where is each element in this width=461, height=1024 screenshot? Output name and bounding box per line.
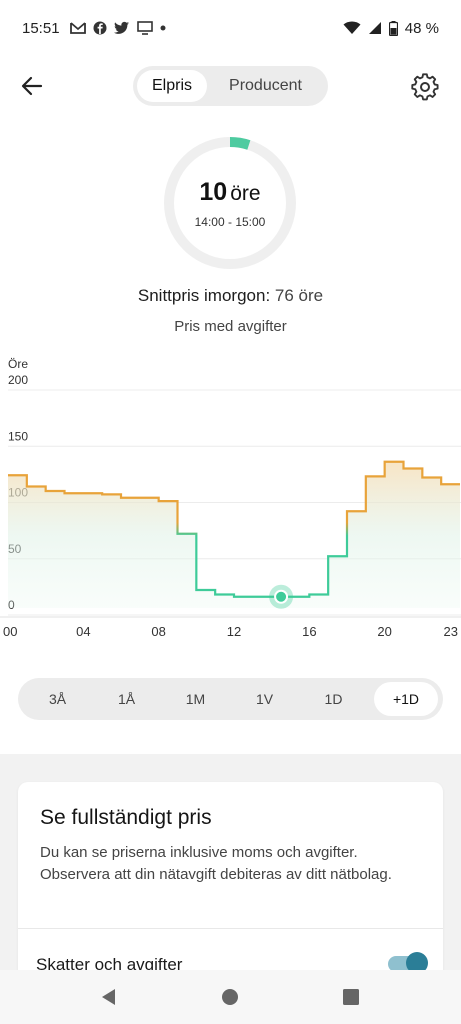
range-tab-4[interactable]: 1D	[324, 691, 343, 707]
battery-percent: 48 %	[404, 19, 439, 37]
square-recents-icon	[343, 989, 359, 1005]
header: Elpris Producent	[0, 62, 461, 110]
status-time: 15:51	[22, 19, 60, 37]
price-with-fees-label: Pris med avgifter	[174, 318, 287, 335]
x-tick-label: 04	[76, 624, 90, 639]
y-axis-unit: Öre	[8, 357, 28, 371]
chart-marker-layer	[269, 584, 294, 609]
range-tab-5[interactable]: +1D	[374, 682, 438, 716]
nav-recents-button[interactable]	[340, 986, 362, 1008]
wifi-icon	[343, 21, 361, 34]
taxes-toggle-label: Skatter och avgifter	[36, 955, 183, 974]
current-hour-marker[interactable]	[274, 589, 289, 604]
triangle-back-icon	[102, 989, 115, 1005]
toggle-knob	[406, 952, 428, 974]
arrow-left-icon	[21, 76, 43, 96]
twitter-icon	[113, 21, 129, 34]
notification-icons	[69, 21, 166, 35]
cast-screen-icon	[136, 21, 153, 35]
y-tick-label: 200	[8, 373, 28, 387]
gauge-time-range: 14:00 - 15:00	[194, 214, 266, 229]
status-left: 15:51	[22, 20, 166, 37]
range-selector: 3Å 1Å 1M 1V 1D +1D	[18, 678, 443, 720]
x-tick-label: 20	[377, 624, 391, 639]
facebook-icon	[93, 21, 107, 35]
card-divider	[18, 928, 443, 929]
gauge-progress-arc	[164, 137, 296, 269]
range-tab-3[interactable]: 1V	[255, 691, 274, 707]
y-tick-label: 150	[8, 429, 28, 443]
dot-icon	[160, 25, 166, 31]
price-area	[8, 461, 460, 608]
range-tab-1[interactable]: 1Å	[117, 691, 136, 707]
x-tick-label: 12	[227, 624, 241, 639]
battery-icon	[388, 20, 398, 36]
gauge-readout: 10 öre 14:00 - 15:00	[163, 136, 297, 270]
view-switch: Elpris Producent	[133, 66, 328, 106]
range-tab-2[interactable]: 1M	[185, 691, 206, 707]
nav-back-button[interactable]	[98, 986, 120, 1008]
system-nav-bar	[0, 970, 461, 1024]
status-right: 48 %	[343, 20, 439, 37]
x-tick-label: 08	[151, 624, 165, 639]
nav-home-button[interactable]	[219, 986, 241, 1008]
range-tab-0[interactable]: 3Å	[48, 691, 67, 707]
x-tick-label: 23	[444, 624, 458, 639]
card-title: Se fullständigt pris	[40, 806, 212, 829]
gear-icon	[411, 73, 439, 101]
tab-elpris[interactable]: Elpris	[137, 70, 207, 102]
full-price-card: Se fullständigt pris Du kan se priserna …	[18, 782, 443, 982]
chart-x-labels: 00 04 08 12 16 20 23	[3, 624, 458, 639]
average-price-label: Snittpris imorgon:	[137, 286, 271, 305]
status-bar: 15:51 48 %	[0, 0, 461, 56]
average-price: Snittpris imorgon: 76 öre	[0, 286, 461, 306]
gauge-unit: öre	[230, 181, 261, 205]
x-tick-label: 00	[3, 624, 17, 639]
gauge-price: 10 öre	[199, 178, 260, 207]
signal-icon	[368, 22, 381, 34]
average-price-value: 76 öre	[274, 286, 324, 305]
price-line	[8, 460, 460, 598]
circle-home-icon	[222, 989, 238, 1005]
gauge-value: 10	[199, 177, 228, 206]
settings-button[interactable]	[408, 70, 442, 104]
price-gauge	[164, 137, 296, 269]
taxes-toggle[interactable]	[388, 952, 428, 974]
mail-icon	[69, 22, 86, 34]
x-tick-label: 16	[302, 624, 316, 639]
tab-producent[interactable]: Producent	[229, 77, 302, 94]
card-description: Du kan se priserna inklusive moms och av…	[40, 844, 392, 883]
back-button[interactable]	[16, 70, 48, 102]
